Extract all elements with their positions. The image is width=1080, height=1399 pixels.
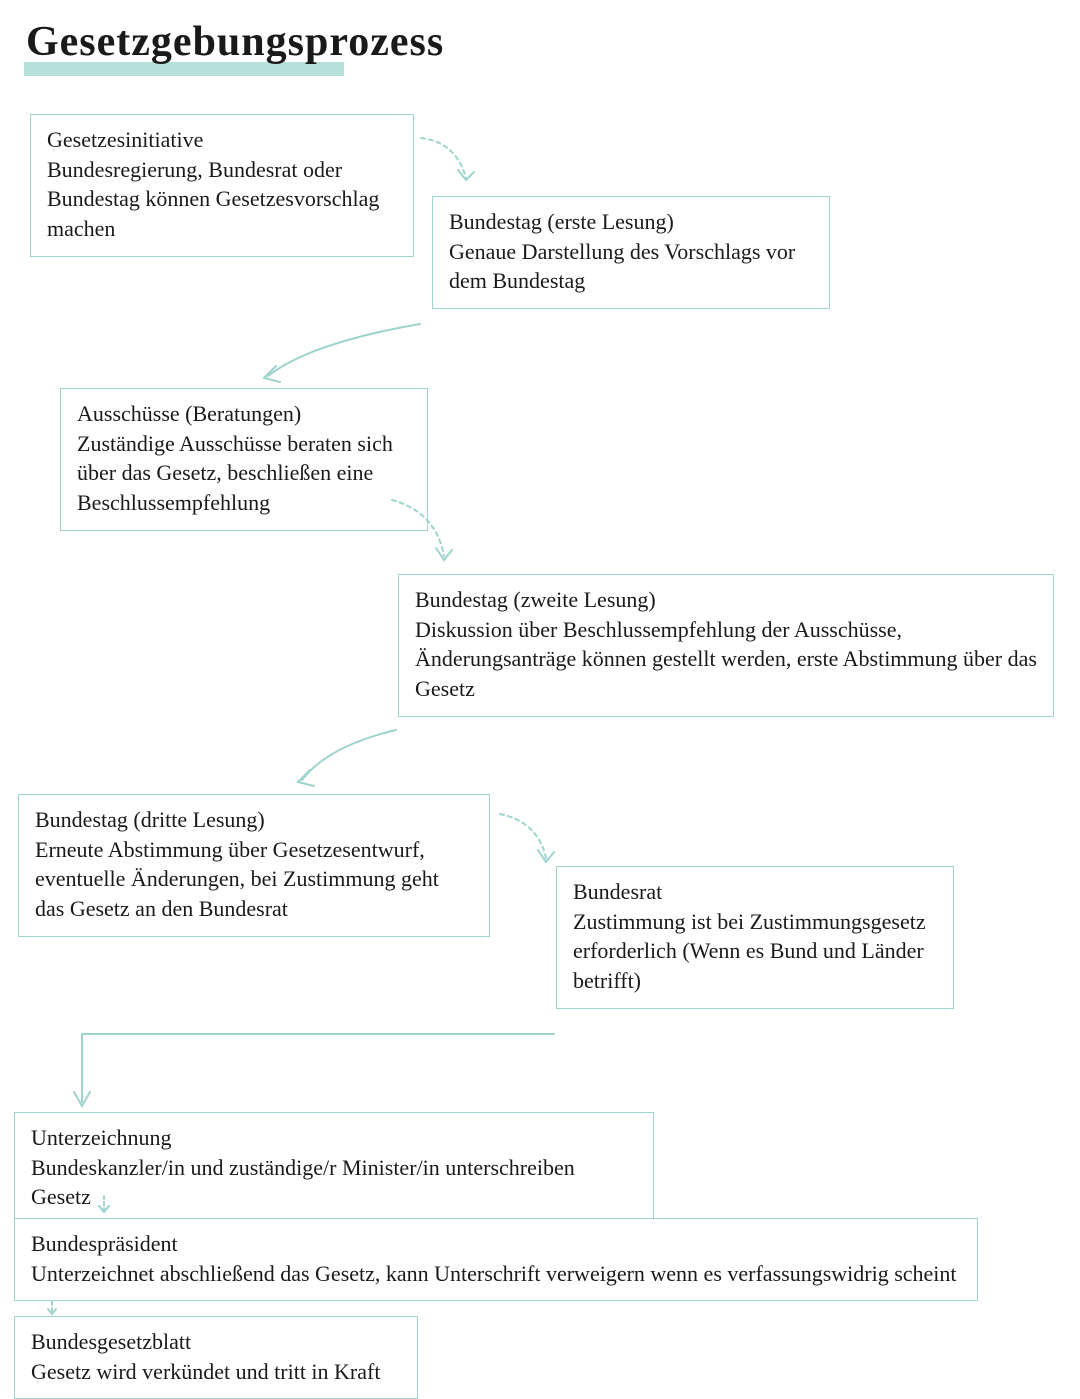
node-body: Diskussion über Beschlussempfehlung der … [415,615,1037,704]
node-body: Bundeskanzler/in und zuständige/r Minist… [31,1153,637,1212]
node-title: Bundespräsident [31,1229,961,1259]
arrow-n2-n3 [250,318,430,398]
node-title: Bundestag (erste Lesung) [449,207,813,237]
node-body: Gesetz wird verkündet und tritt in Kraft [31,1357,401,1387]
arrow-n6-n7 [60,984,560,1124]
page-title: Gesetzgebungsprozess [26,18,444,66]
node-title: Bundesgesetzblatt [31,1327,401,1357]
node-title: Bundesrat [573,877,937,907]
node-bundesgesetzblatt: Bundesgesetzblatt Gesetz wird verkündet … [14,1316,418,1399]
node-title: Ausschüsse (Beratungen) [77,399,411,429]
node-unterzeichnung: Unterzeichnung Bundeskanzler/in und zust… [14,1112,654,1225]
node-title: Unterzeichnung [31,1123,637,1153]
node-body: Unterzeichnet abschließend das Gesetz, k… [31,1259,961,1289]
node-gesetzesinitiative: Gesetzesinitiative Bundesregierung, Bund… [30,114,414,257]
node-body: Zuständige Ausschüsse beraten sich über … [77,429,411,518]
node-bundesrat: Bundesrat Zustimmung ist bei Zustimmungs… [556,866,954,1009]
node-erste-lesung: Bundestag (erste Lesung) Genaue Darstell… [432,196,830,309]
node-bundespraesident: Bundespräsident Unterzeichnet abschließe… [14,1218,978,1301]
node-zweite-lesung: Bundestag (zweite Lesung) Diskussion übe… [398,574,1054,717]
node-body: Erneute Abstimmung über Gesetzesentwurf,… [35,835,473,924]
node-ausschuesse: Ausschüsse (Beratungen) Zuständige Aussc… [60,388,428,531]
node-body: Genaue Darstellung des Vorschlags vor de… [449,237,813,296]
arrow-n4-n5 [288,724,408,804]
node-body: Bundesregierung, Bundesrat oder Bundesta… [47,155,397,244]
node-title: Bundestag (zweite Lesung) [415,585,1037,615]
node-title: Bundestag (dritte Lesung) [35,805,473,835]
node-dritte-lesung: Bundestag (dritte Lesung) Erneute Abstim… [18,794,490,937]
node-title: Gesetzesinitiative [47,125,397,155]
node-body: Zustimmung ist bei Zustimmungsgesetz erf… [573,907,937,996]
